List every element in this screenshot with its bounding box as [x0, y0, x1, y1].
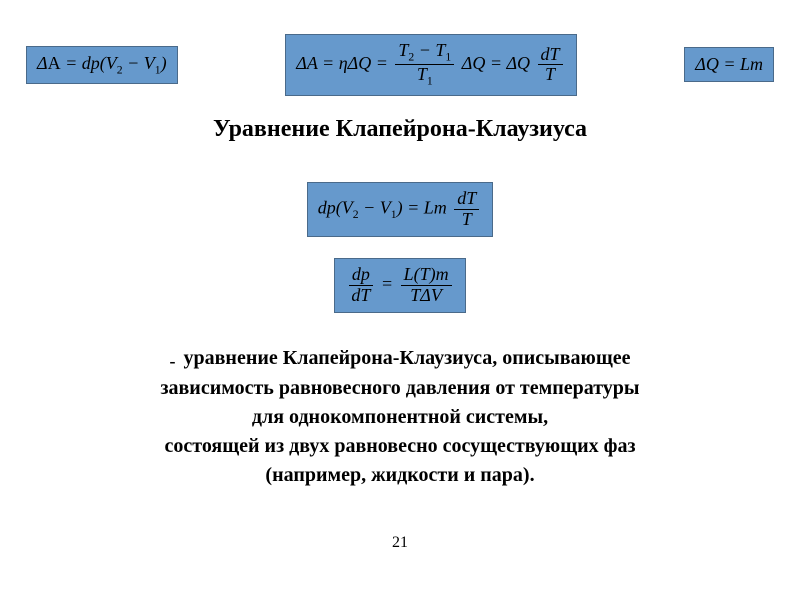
equation-box-top-right: ΔQ = Lm [684, 47, 774, 82]
eq-delta-a: ΔA = dp(V2 − V1) [37, 53, 167, 77]
equation-box-top-center: ΔA = ηΔQ = T2 − T1 T1 ΔQ = ΔQ dT T [285, 34, 576, 96]
page-number: 21 [0, 534, 800, 552]
eq-carnot: ΔA = ηΔQ = T2 − T1 T1 ΔQ = ΔQ dT T [296, 41, 565, 89]
eq-combined: dp(V2 − V1) = Lm dT T [318, 189, 483, 230]
desc-line1: уравнение Клапейрона-Клаузиуса, описываю… [184, 344, 631, 373]
description-block: - уравнение Клапейрона-Клаузиуса, описыв… [0, 344, 800, 490]
desc-line4: состоящей из двух равновесно сосуществую… [0, 432, 800, 461]
page-title: Уравнение Клапейрона-Клаузиуса [0, 116, 800, 143]
equation-box-mid2: dp dT = L(T)m TΔV [334, 258, 465, 313]
equation-box-mid1: dp(V2 − V1) = Lm dT T [307, 182, 494, 237]
equation-box-top-left: ΔA = dp(V2 − V1) [26, 46, 178, 84]
bullet-icon: - [170, 348, 176, 374]
desc-line3: для однокомпонентной системы, [0, 403, 800, 432]
eq-heat: ΔQ = Lm [695, 54, 763, 75]
eq-clausius-clapeyron: dp dT = L(T)m TΔV [345, 265, 454, 306]
desc-line5: (например, жидкости и пара). [0, 461, 800, 490]
desc-line2: зависимость равновесного давления от тем… [0, 374, 800, 403]
